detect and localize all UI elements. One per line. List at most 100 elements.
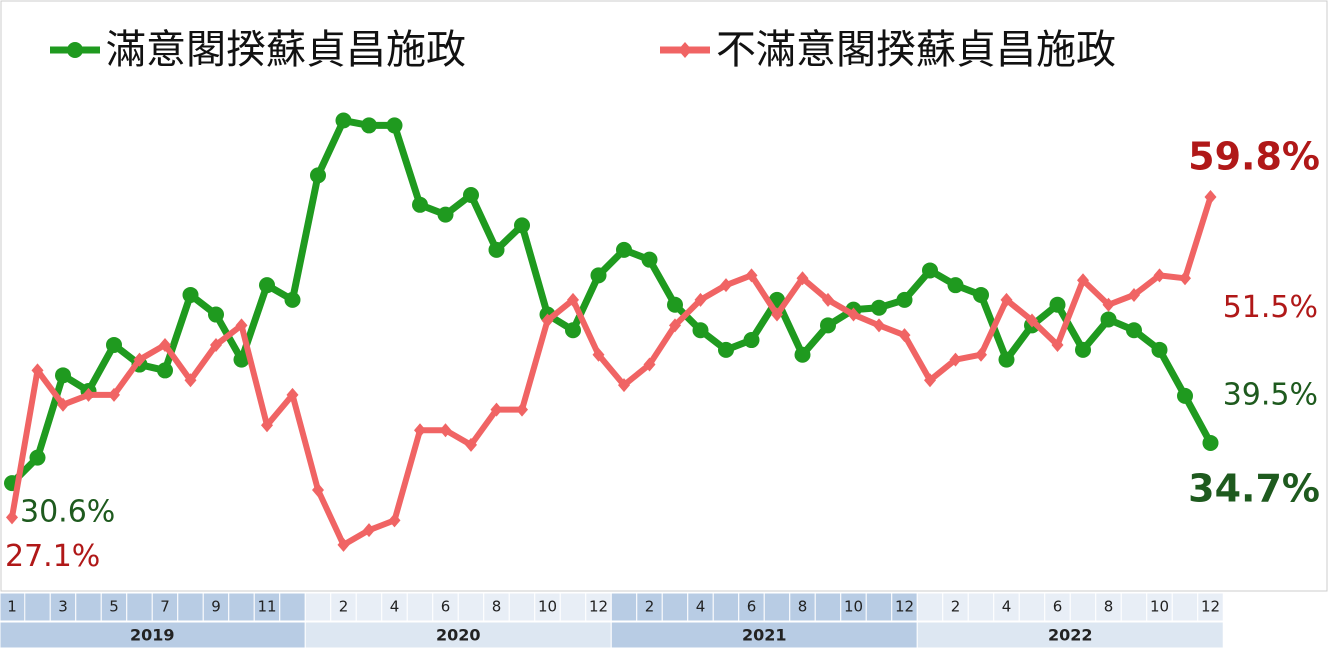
- point: [388, 513, 401, 528]
- month-cell: [24, 592, 51, 622]
- month-cell: [763, 592, 791, 622]
- x-tick-label: 9: [211, 598, 221, 616]
- point: [1128, 287, 1140, 302]
- point: [794, 346, 811, 363]
- point: [284, 291, 301, 308]
- x-tick-label: 7: [160, 598, 170, 616]
- month-cell: [1197, 592, 1224, 622]
- point: [386, 117, 403, 134]
- year-label: 2022: [1048, 626, 1093, 645]
- point: [259, 277, 275, 294]
- legend-label: 不滿意閣揆蘇貞昌施政: [716, 27, 1116, 73]
- x-tick-label: 4: [696, 598, 706, 616]
- point: [847, 307, 860, 322]
- point: [949, 352, 962, 367]
- point: [616, 241, 632, 258]
- point: [1151, 341, 1168, 358]
- x-tick-label: 2: [951, 598, 961, 616]
- point: [873, 318, 885, 333]
- point: [514, 217, 530, 234]
- point: [1077, 273, 1089, 288]
- legend-label: 滿意閣揆蘇貞昌施政: [106, 27, 466, 73]
- month-cell: [100, 592, 128, 622]
- point: [437, 206, 454, 223]
- year-cell: [0, 621, 306, 649]
- point: [286, 387, 299, 402]
- x-tick-label: 10: [1150, 598, 1169, 616]
- month-cell: [1120, 592, 1148, 622]
- point: [565, 322, 581, 339]
- month-cell: [483, 592, 510, 622]
- year-cell: [304, 621, 612, 649]
- point: [1102, 297, 1115, 312]
- point: [363, 523, 375, 538]
- x-tick-label: 10: [844, 598, 863, 616]
- point: [106, 336, 122, 353]
- point: [692, 322, 709, 339]
- year-label: 2020: [436, 626, 481, 645]
- point: [82, 387, 95, 402]
- point: [159, 337, 171, 352]
- point: [896, 291, 913, 308]
- frame: [0, 0, 1328, 592]
- point: [743, 332, 760, 349]
- point: [310, 167, 326, 184]
- point: [335, 112, 352, 129]
- point: [184, 373, 197, 388]
- point: [745, 268, 758, 283]
- point: [1202, 434, 1219, 451]
- point: [720, 278, 732, 293]
- x-tick-label: 2: [645, 598, 655, 616]
- point: [6, 510, 18, 525]
- month-cell: [228, 592, 255, 622]
- point: [898, 328, 911, 343]
- point: [312, 482, 324, 497]
- month-cell: [916, 592, 944, 622]
- x-tick-label: 6: [1053, 598, 1063, 616]
- x-tick-label: 8: [798, 598, 808, 616]
- point: [1000, 292, 1013, 307]
- month-cell: [1044, 592, 1071, 622]
- x-tick-label: 2: [339, 598, 349, 616]
- point: [157, 362, 173, 379]
- x-tick-label: 11: [257, 598, 276, 616]
- x-tick-label: 4: [390, 598, 400, 616]
- point: [516, 402, 528, 417]
- point: [1204, 189, 1217, 204]
- point: [1075, 341, 1091, 358]
- month-cell: [279, 592, 306, 622]
- point: [973, 286, 989, 303]
- x-tick-label: 12: [1201, 598, 1220, 616]
- point: [1049, 296, 1066, 313]
- month-cell: [534, 592, 561, 622]
- data-label: 30.6%: [20, 495, 115, 530]
- month-cell: [1069, 592, 1097, 622]
- x-tick-label: 4: [1002, 598, 1012, 616]
- x-tick-label: 6: [747, 598, 757, 616]
- month-cell: [1095, 592, 1122, 622]
- month-cell: [891, 592, 918, 622]
- x-tick-label: 6: [441, 598, 451, 616]
- point: [641, 251, 658, 268]
- point: [463, 187, 479, 203]
- point: [694, 292, 707, 307]
- month-cell: [942, 592, 969, 622]
- x-tick-label: 1: [7, 598, 17, 616]
- month-cell: [406, 592, 434, 622]
- x-tick-label: 8: [492, 598, 502, 616]
- point: [465, 437, 477, 452]
- x-tick-label: 5: [109, 598, 119, 616]
- point: [55, 367, 71, 384]
- legend-marker: [67, 42, 83, 58]
- x-tick-label: 12: [589, 598, 608, 616]
- point: [490, 402, 503, 417]
- year-cell: [610, 621, 918, 649]
- point: [541, 313, 554, 328]
- point: [1179, 271, 1191, 286]
- point: [1126, 322, 1142, 339]
- point: [488, 241, 505, 258]
- point: [1026, 313, 1038, 328]
- point: [947, 277, 964, 294]
- point: [771, 307, 783, 322]
